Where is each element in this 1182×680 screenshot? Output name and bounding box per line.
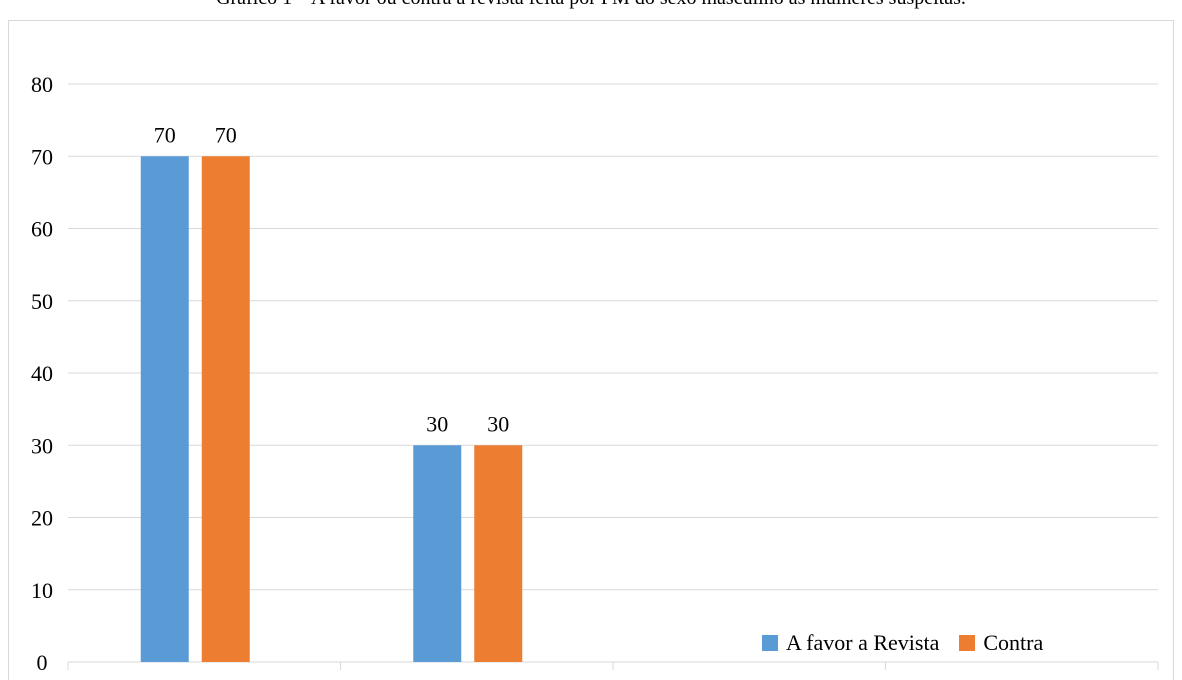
data-label-a-favor-1: 30 <box>426 411 448 436</box>
chart-caption: Gráfico 1 – A favor ou contra a revista … <box>0 0 1182 10</box>
bar-a-favor-0 <box>140 156 189 662</box>
y-tick-label-20: 20 <box>31 506 53 531</box>
data-label-a-favor-0: 70 <box>154 122 176 147</box>
data-label-contra-1: 30 <box>487 411 509 436</box>
y-tick-label-60: 60 <box>31 217 53 242</box>
bar-contra-1 <box>474 445 523 662</box>
legend-swatch-a-favor <box>762 635 778 651</box>
data-label-contra-0: 70 <box>215 122 237 147</box>
y-tick-label-70: 70 <box>31 144 53 169</box>
y-tick-label-0: 0 <box>37 650 48 674</box>
y-tick-label-40: 40 <box>31 361 53 386</box>
legend-item-contra: Contra <box>959 630 1043 656</box>
bar-contra-0 <box>201 156 250 662</box>
legend-label-a-favor: A favor a Revista <box>786 630 940 655</box>
legend-item-a-favor: A favor a Revista <box>762 630 939 656</box>
y-tick-label-50: 50 <box>31 289 53 314</box>
chart-frame <box>8 20 1174 680</box>
y-tick-label-10: 10 <box>31 578 53 603</box>
y-tick-label-80: 80 <box>31 72 53 97</box>
legend-swatch-contra <box>959 635 976 651</box>
y-tick-label-30: 30 <box>31 433 53 458</box>
chart-legend: A favor a Revista Contra <box>762 630 1043 656</box>
bar-a-favor-1 <box>413 445 462 662</box>
legend-label-contra: Contra <box>983 630 1044 655</box>
